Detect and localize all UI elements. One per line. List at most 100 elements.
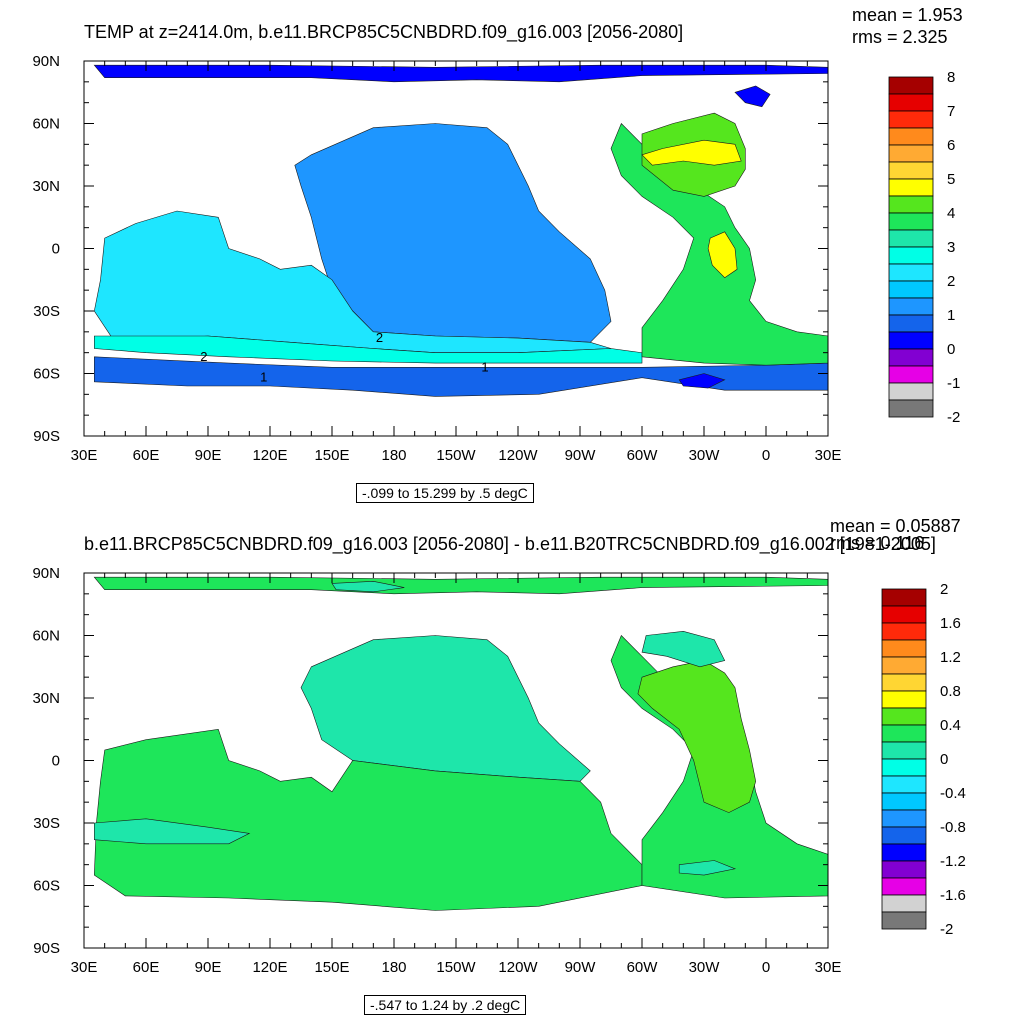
y-tick-label: 60S — [33, 878, 60, 895]
rms-label: rms = 2.325 — [852, 27, 948, 47]
field-region — [294, 123, 612, 343]
colorbar-swatch — [881, 911, 927, 930]
x-tick-label: 120E — [252, 447, 287, 464]
colorbar-swatch — [888, 382, 934, 401]
x-tick-label: 180 — [381, 959, 406, 976]
colorbar-swatch — [888, 263, 934, 282]
colorbar-label: 0.4 — [940, 717, 961, 734]
colorbar-label: 1 — [947, 307, 955, 324]
y-tick-label: 60S — [33, 366, 60, 383]
x-tick-label: 0 — [762, 447, 770, 464]
field-region — [637, 660, 757, 813]
colorbar-swatch — [888, 297, 934, 316]
colorbar-swatch — [881, 622, 927, 641]
x-tick-label: 60E — [133, 447, 160, 464]
colorbar-swatch — [888, 246, 934, 265]
x-tick-label: 180 — [381, 447, 406, 464]
colorbar-label: 2 — [947, 273, 955, 290]
colorbar-swatch — [881, 826, 927, 845]
colorbar-swatch — [881, 741, 927, 760]
colorbar-swatch — [881, 877, 927, 896]
colorbar-label: 1.6 — [940, 615, 961, 632]
colorbar-label: 5 — [947, 171, 955, 188]
colorbar-swatch — [888, 212, 934, 231]
y-tick-label: 30N — [32, 178, 60, 195]
colorbar-swatch — [888, 365, 934, 384]
x-tick-label: 30W — [689, 447, 721, 464]
colorbar-swatch — [881, 588, 927, 607]
colorbar-swatch — [881, 639, 927, 658]
field-region — [94, 356, 829, 397]
y-tick-label: 90S — [33, 940, 60, 957]
x-tick-label: 150W — [436, 447, 476, 464]
x-tick-label: 30E — [71, 447, 98, 464]
colorbar-swatch — [881, 843, 927, 862]
colorbar-label: -1 — [947, 375, 960, 392]
colorbar-label: -1.6 — [940, 887, 966, 904]
field-region — [94, 335, 643, 364]
field-region — [331, 580, 405, 593]
colorbar-swatch — [888, 178, 934, 197]
colorbar-swatch — [881, 673, 927, 692]
colorbar-label: -0.4 — [940, 785, 966, 802]
map-chart: 30E 60E 90E 120E 150E 180 150W 120W 90W 60W 30W 0 30… — [32, 565, 966, 976]
y-tick-label: 30S — [33, 303, 60, 320]
x-tick-label: 30E — [71, 959, 98, 976]
colorbar-swatch — [881, 894, 927, 913]
y-tick-label: 60N — [32, 628, 60, 645]
x-tick-label: 150E — [314, 959, 349, 976]
colorbar-swatch — [888, 110, 934, 129]
contour-label: 2 — [376, 330, 383, 345]
field-region — [641, 630, 726, 668]
contour-interval-note: -.547 to 1.24 by .2 degC — [364, 995, 527, 1015]
colorbar-swatch — [888, 195, 934, 214]
y-tick-label: 90N — [32, 53, 60, 70]
colorbar-swatch — [881, 775, 927, 794]
colorbar-swatch — [888, 348, 934, 367]
x-tick-label: 90W — [565, 959, 597, 976]
contour-label: 2 — [200, 349, 207, 364]
colorbar-swatch — [888, 280, 934, 299]
x-tick-label: 30E — [815, 447, 842, 464]
colorbar-swatch — [888, 76, 934, 95]
colorbar-swatch — [881, 758, 927, 777]
field-region — [300, 635, 591, 782]
field-region — [734, 85, 771, 108]
field-region — [678, 373, 726, 389]
colorbar-label: 4 — [947, 205, 955, 222]
colorbar-swatch — [881, 690, 927, 709]
colorbar-swatch — [881, 724, 927, 743]
x-tick-label: 120E — [252, 959, 287, 976]
y-tick-label: 0 — [52, 753, 60, 770]
field-region — [93, 728, 643, 911]
y-tick-label: 90S — [33, 428, 60, 445]
x-tick-label: 90W — [565, 447, 597, 464]
colorbar-swatch — [881, 792, 927, 811]
colorbar-swatch — [888, 93, 934, 112]
colorbar-swatch — [881, 656, 927, 675]
colorbar-swatch — [881, 605, 927, 624]
colorbar-swatch — [888, 314, 934, 333]
x-tick-label: 60W — [627, 959, 659, 976]
chart-panel-difference: b.e11.BRCP85C5CNBDRD.f09_g16.003 [2056-2… — [0, 512, 1024, 1024]
colorbar-swatch — [888, 229, 934, 248]
colorbar-label: 2 — [940, 581, 948, 598]
colorbar-swatch — [888, 144, 934, 163]
field-region — [641, 139, 742, 166]
contour-interval-note: -.099 to 15.299 by .5 degC — [356, 483, 534, 503]
colorbar-label: -0.8 — [940, 819, 966, 836]
y-tick-label: 60N — [32, 116, 60, 133]
colorbar-label: 0.8 — [940, 683, 961, 700]
colorbar-label: 3 — [947, 239, 955, 256]
field-region — [678, 860, 737, 876]
x-tick-label: 90E — [195, 959, 222, 976]
x-tick-label: 60W — [627, 447, 659, 464]
colorbar-label: -2 — [940, 921, 953, 938]
colorbar-label: -2 — [947, 409, 960, 426]
field-region — [94, 818, 251, 845]
field-region — [93, 64, 829, 83]
map-chart: 30E 60E 90E 120E 150E 180 150W 120W 90W 60W 30W 0 30… — [32, 53, 960, 464]
x-tick-label: 0 — [762, 959, 770, 976]
colorbar-swatch — [881, 707, 927, 726]
x-tick-label: 30E — [815, 959, 842, 976]
